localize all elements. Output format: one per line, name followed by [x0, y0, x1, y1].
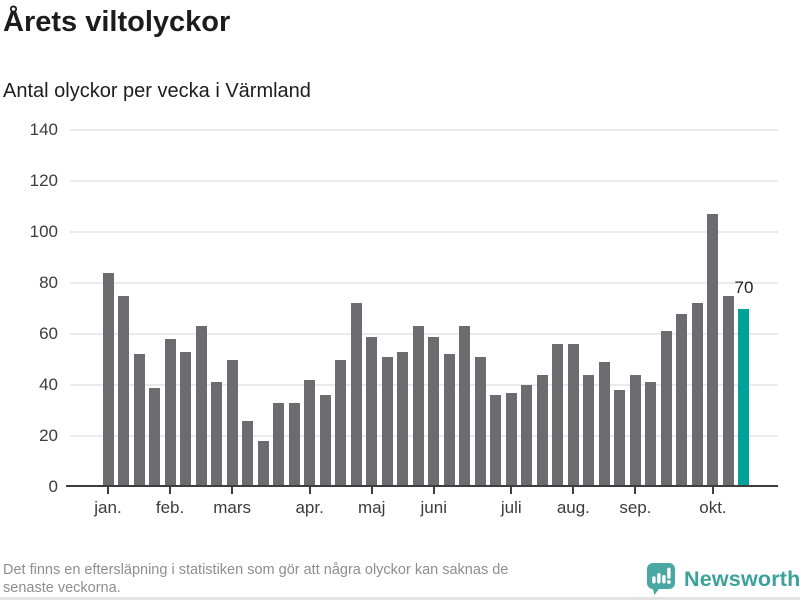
bar-week [536, 374, 548, 487]
bar-week [459, 326, 471, 487]
bar-week [257, 441, 269, 487]
bar-week [443, 354, 455, 487]
bar-week [288, 402, 300, 487]
bar-week [521, 385, 533, 487]
bar-week-highlight [738, 308, 750, 487]
bottom-edge-divider [0, 597, 800, 600]
gridline-100 [70, 231, 778, 233]
chart-subtitle: Antal olyckor per vecka i Värmland [3, 80, 311, 102]
x-axis-tick-mars [231, 487, 234, 494]
bar-week [583, 374, 595, 487]
gridline-120 [70, 180, 778, 182]
x-axis-tick-aug [572, 487, 575, 494]
y-axis-label: 20 [39, 426, 58, 445]
bar-week [118, 295, 129, 487]
gridline-40 [70, 384, 778, 386]
x-axis-tick-apr [308, 487, 311, 494]
x-axis-tick-juli [510, 487, 513, 494]
bar-week [149, 387, 161, 487]
bar-week [505, 392, 517, 487]
x-axis-tick-maj [370, 487, 373, 494]
bar-week [319, 395, 331, 487]
y-axis-label: 100 [29, 222, 58, 241]
x-axis-label-month: maj [358, 498, 386, 517]
page-title: Årets viltolyckor [3, 6, 231, 38]
newsworthy-logo[interactable]: Newsworthy [646, 562, 800, 596]
gridline-80 [70, 282, 778, 284]
bar-week [629, 374, 641, 487]
x-axis-label-month: mars [213, 498, 251, 517]
x-axis-label-month: okt. [699, 498, 727, 517]
x-axis-label-month: sep. [619, 498, 652, 517]
x-axis-label-month: juni [420, 498, 447, 517]
bar-week [474, 356, 486, 487]
bar-week [722, 295, 734, 487]
bar-week [242, 420, 254, 487]
y-axis-label: 60 [39, 324, 58, 343]
x-axis-label-month: aug. [556, 498, 590, 517]
bar-week [211, 382, 223, 487]
bar-week [614, 390, 626, 487]
y-axis-label: 0 [48, 477, 58, 496]
x-axis-tick-sep [634, 487, 637, 494]
bar-week [381, 356, 393, 487]
bar-week [273, 402, 285, 487]
bar-week [102, 272, 114, 487]
bar-week [133, 354, 145, 487]
bar-week [195, 326, 207, 487]
x-axis-label-month: feb. [155, 498, 185, 517]
bar-week [676, 313, 688, 487]
footer-note: Det finns en eftersläpning i statistiken… [3, 561, 508, 597]
bar-week [598, 362, 610, 487]
newsworthy-wordmark: Newsworthy [684, 566, 800, 591]
x-axis-tick-jan [107, 487, 109, 494]
bar-week [180, 351, 192, 487]
gridline-20 [70, 435, 778, 437]
x-axis-tick-juni [432, 487, 435, 494]
bar-week [552, 344, 564, 487]
footer-note-line2: senaste veckorna. [3, 580, 121, 596]
x-axis-label-month: juli [500, 498, 522, 517]
bar-week [707, 214, 719, 487]
bar-week [304, 379, 316, 487]
bar-week [428, 336, 440, 487]
highlight-value-label: 70 [734, 277, 754, 297]
bar-week [412, 326, 424, 487]
bar-week [226, 359, 238, 487]
x-axis-line [66, 485, 778, 487]
bar-week [490, 395, 502, 487]
bar-week [164, 339, 176, 487]
bar-week [350, 303, 362, 487]
bar-week [335, 359, 347, 487]
newsworthy-bubble-icon [647, 563, 675, 595]
x-axis-tick-feb [169, 487, 172, 494]
x-axis-tick-okt [711, 487, 714, 494]
bar-week [366, 336, 378, 487]
bar-week [397, 351, 409, 487]
footer-note-line1: Det finns en eftersläpning i statistiken… [3, 562, 509, 578]
bar-week [691, 303, 703, 487]
y-axis-label: 120 [29, 171, 58, 190]
bar-week [645, 382, 657, 487]
y-axis-label: 140 [29, 120, 58, 139]
x-axis-label-month: apr. [295, 498, 324, 517]
y-axis-label: 80 [39, 273, 58, 292]
y-axis-label: 40 [39, 375, 58, 394]
bar-week [660, 331, 672, 487]
gridline-60 [70, 333, 778, 335]
gridline-140 [70, 129, 778, 131]
bar-week [567, 344, 579, 487]
x-axis-label-month: jan. [94, 498, 122, 517]
